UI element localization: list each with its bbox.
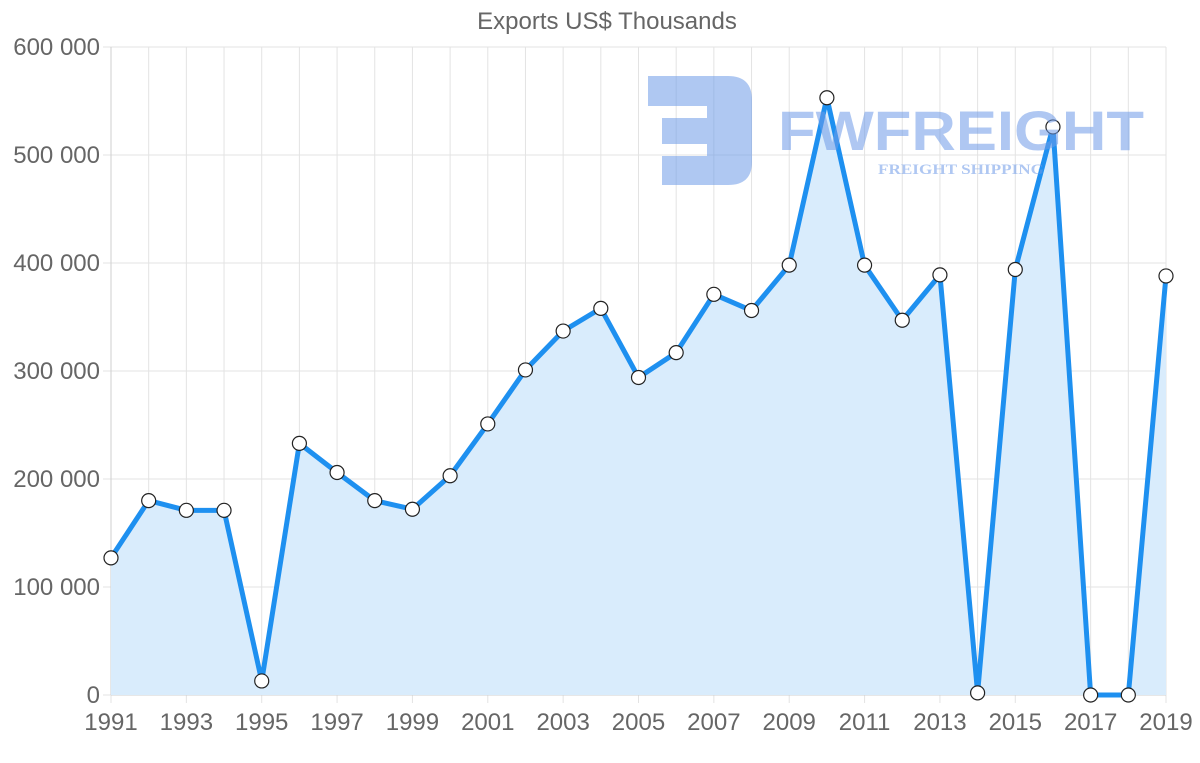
chart-title: Exports US$ Thousands (477, 8, 737, 35)
y-tick-label: 200 000 (13, 466, 100, 493)
data-point[interactable] (1083, 687, 1099, 703)
data-point[interactable] (819, 90, 835, 106)
y-tick-label: 0 (87, 682, 100, 709)
data-point[interactable] (517, 362, 534, 378)
y-tick-label: 400 000 (13, 250, 100, 277)
data-point[interactable] (1120, 687, 1136, 703)
x-tick-label: 1995 (235, 709, 288, 736)
data-point[interactable] (442, 468, 458, 484)
x-tick-label: 2013 (913, 709, 966, 736)
watermark-brand: FWFREIGHT (778, 99, 1144, 162)
data-point[interactable] (216, 502, 232, 518)
data-point[interactable] (291, 435, 307, 451)
data-point[interactable] (706, 286, 722, 302)
x-axis: 1991 1993 1995 1997 1999 2001 2003 2005 2007 2009… (84, 709, 1192, 736)
data-point[interactable] (894, 312, 910, 328)
data-point[interactable] (555, 323, 571, 339)
data-point[interactable] (781, 257, 797, 273)
x-tick-label: 2001 (461, 709, 514, 736)
x-tick-label: 2015 (989, 709, 1042, 736)
x-tick-label: 2019 (1139, 709, 1192, 736)
y-tick-label: 500 000 (13, 142, 100, 169)
x-tick-label: 1993 (160, 709, 213, 736)
x-tick-label: 2003 (536, 709, 589, 736)
data-point[interactable] (1158, 268, 1174, 284)
area-fill (111, 97, 1166, 695)
y-tick-label: 300 000 (13, 358, 100, 385)
y-tick-label: 600 000 (13, 34, 100, 61)
data-point[interactable] (178, 502, 194, 518)
y-tick-label: 100 000 (13, 574, 100, 601)
data-point[interactable] (367, 493, 383, 509)
x-tick-label: 1991 (84, 709, 137, 736)
x-tick-label: 2011 (839, 709, 891, 736)
data-point[interactable] (1007, 261, 1023, 278)
watermark-logo: FWFREIGHT FREIGHT SHIPPING (648, 76, 1144, 185)
x-tick-label: 2007 (687, 709, 740, 736)
data-point[interactable] (970, 685, 986, 701)
x-tick-label: 2005 (612, 709, 665, 736)
fw-logo-icon (648, 76, 752, 185)
data-point[interactable] (404, 501, 421, 517)
x-tick-label: 2017 (1064, 709, 1117, 736)
data-point[interactable] (1045, 119, 1061, 135)
data-point[interactable] (932, 267, 948, 283)
data-points (103, 90, 1174, 703)
y-axis: 0 100 000 200 000 300 000 400 000 500 000 600 … (13, 34, 100, 709)
data-point[interactable] (480, 416, 496, 432)
x-tick-label: 1997 (310, 709, 363, 736)
data-point[interactable] (743, 302, 760, 319)
x-tick-label: 1999 (386, 709, 439, 736)
data-point[interactable] (141, 493, 157, 509)
data-point[interactable] (593, 300, 609, 316)
data-point[interactable] (856, 257, 873, 273)
data-point[interactable] (630, 369, 647, 386)
x-tick-label: 2009 (763, 709, 816, 736)
data-point[interactable] (254, 673, 270, 689)
data-point[interactable] (668, 345, 684, 361)
data-point[interactable] (103, 550, 119, 566)
data-point[interactable] (329, 464, 345, 481)
watermark-tagline: FREIGHT SHIPPING (878, 162, 1044, 178)
